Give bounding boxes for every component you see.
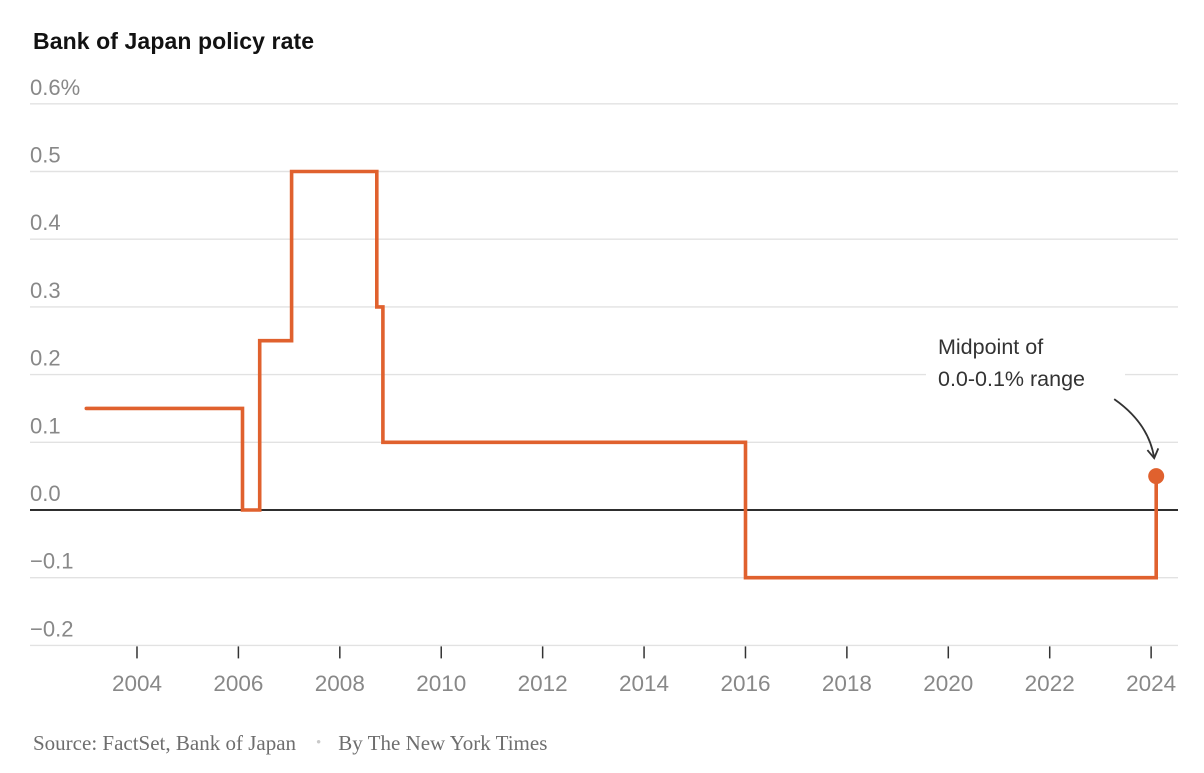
y-axis-label: 0.6% — [30, 75, 80, 100]
annotation-arrow — [1113, 398, 1156, 459]
annotation-text: Midpoint of — [938, 335, 1043, 359]
x-axis-label: 2014 — [619, 671, 669, 696]
annotation-background — [926, 330, 1125, 395]
byline: By The New York Times — [338, 731, 548, 755]
y-axis-label: 0.2 — [30, 346, 61, 371]
y-axis-label: 0.0 — [30, 481, 61, 506]
x-axis-label: 2022 — [1025, 671, 1075, 696]
x-axis-label: 2006 — [213, 671, 263, 696]
policy-rate-line — [84, 169, 1158, 580]
x-axis-label: 2012 — [518, 671, 568, 696]
x-axis-label: 2004 — [112, 671, 162, 696]
chart-footer: Source: FactSet, Bank of Japan • By The … — [33, 731, 547, 756]
x-axis-label: 2016 — [720, 671, 770, 696]
y-axis-label: −0.2 — [30, 616, 73, 641]
y-axis-label: −0.1 — [30, 549, 73, 574]
annotation-text: 0.0-0.1% range — [938, 367, 1085, 391]
y-axis-label: 0.3 — [30, 278, 61, 303]
y-axis-label: 0.4 — [30, 210, 61, 235]
x-axis-label: 2010 — [416, 671, 466, 696]
x-axis-label: 2020 — [923, 671, 973, 696]
separator-dot: • — [316, 735, 322, 751]
x-axis-label: 2008 — [315, 671, 365, 696]
x-axis-label: 2024 — [1126, 671, 1176, 696]
source-label: Source: FactSet, Bank of Japan — [33, 731, 297, 755]
y-axis-label: 0.5 — [30, 143, 61, 168]
annotation-arrowhead — [1146, 448, 1160, 460]
x-axis-label: 2018 — [822, 671, 872, 696]
latest-value-dot — [1148, 468, 1165, 485]
chart-title: Bank of Japan policy rate — [33, 28, 315, 54]
y-axis-label: 0.1 — [30, 413, 61, 438]
